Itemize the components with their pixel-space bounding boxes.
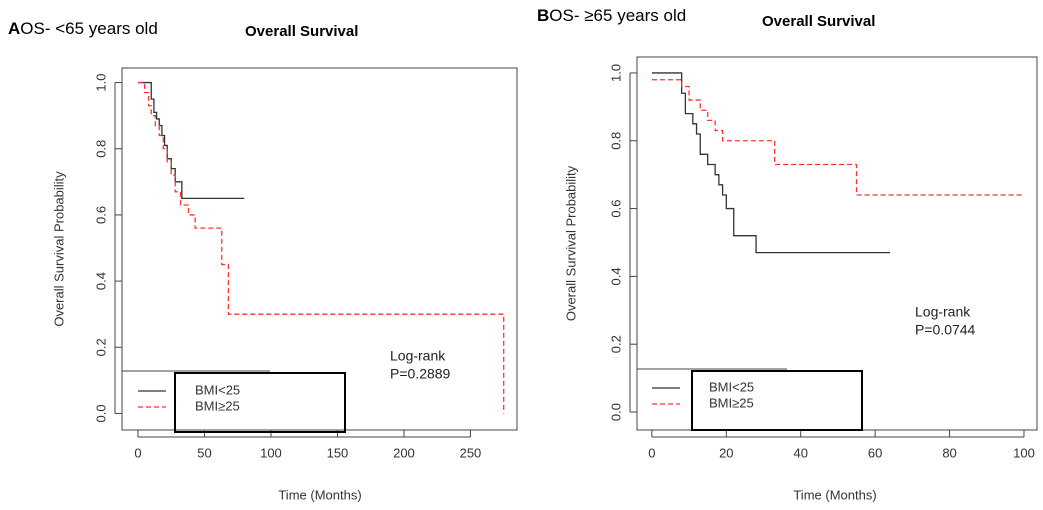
panel-subtitle: OS- <65 years old (20, 19, 158, 38)
survival-curve (137, 81, 505, 414)
y-tick-label: 0.6 (608, 200, 623, 218)
y-tick-label: 1.0 (93, 74, 108, 92)
legend-label: BMI≥25 (709, 395, 754, 410)
plot-frame (121, 67, 518, 431)
x-tick-label: 60 (868, 445, 882, 460)
x-tick-label: 100 (1013, 445, 1035, 460)
y-tick-label: 0.2 (93, 338, 108, 356)
x-tick-label: 40 (793, 445, 807, 460)
chart-title: Overall Survival (245, 23, 358, 40)
legend-box (174, 372, 346, 433)
y-tick-label: 0.0 (608, 403, 623, 421)
chart-title: Overall Survival (762, 13, 875, 30)
x-tick-label: 0 (648, 445, 655, 460)
survival-curve (651, 72, 891, 254)
x-axis-label: Time (Months) (793, 487, 876, 502)
survival-curve (137, 81, 245, 200)
y-tick-label: 0.8 (608, 132, 623, 150)
legend-label: BMI<25 (195, 382, 240, 397)
y-tick-label: 0.8 (93, 140, 108, 158)
panel-heading: AOS- <65 years old (8, 19, 158, 38)
x-tick-label: 50 (197, 445, 211, 460)
y-tick-label: 0.4 (608, 267, 623, 285)
annotation: P=0.2889 (390, 366, 451, 382)
annotation: P=0.0744 (915, 322, 976, 338)
x-tick-label: 20 (719, 445, 733, 460)
annotation: Log-rank (915, 304, 971, 320)
x-tick-label: 0 (134, 445, 141, 460)
x-axis-label: Time (Months) (278, 487, 361, 502)
y-tick-label: 0.4 (93, 272, 108, 290)
y-axis-label: Overall Survival Probability (51, 171, 66, 327)
legend-label: BMI≥25 (195, 398, 240, 413)
x-tick-label: 100 (260, 445, 282, 460)
y-tick-label: 0.2 (608, 335, 623, 353)
y-tick-label: 0.6 (93, 206, 108, 224)
panel-label: A (8, 19, 20, 38)
annotation: Log-rank (390, 348, 446, 364)
panel-label: B (537, 6, 549, 25)
plot-frame (636, 56, 1038, 431)
x-tick-label: 80 (942, 445, 956, 460)
panel-heading: BOS- ≥65 years old (537, 6, 686, 25)
legend-box (691, 370, 863, 431)
panel-subtitle: OS- ≥65 years old (549, 6, 686, 25)
survival-curve (651, 79, 1024, 196)
y-tick-label: 1.0 (608, 64, 623, 82)
x-tick-label: 150 (327, 445, 349, 460)
x-tick-label: 250 (460, 445, 482, 460)
legend-label: BMI<25 (709, 379, 754, 394)
y-tick-label: 0.0 (93, 404, 108, 422)
y-axis-label: Overall Survival Probability (563, 165, 578, 321)
x-tick-label: 200 (393, 445, 415, 460)
